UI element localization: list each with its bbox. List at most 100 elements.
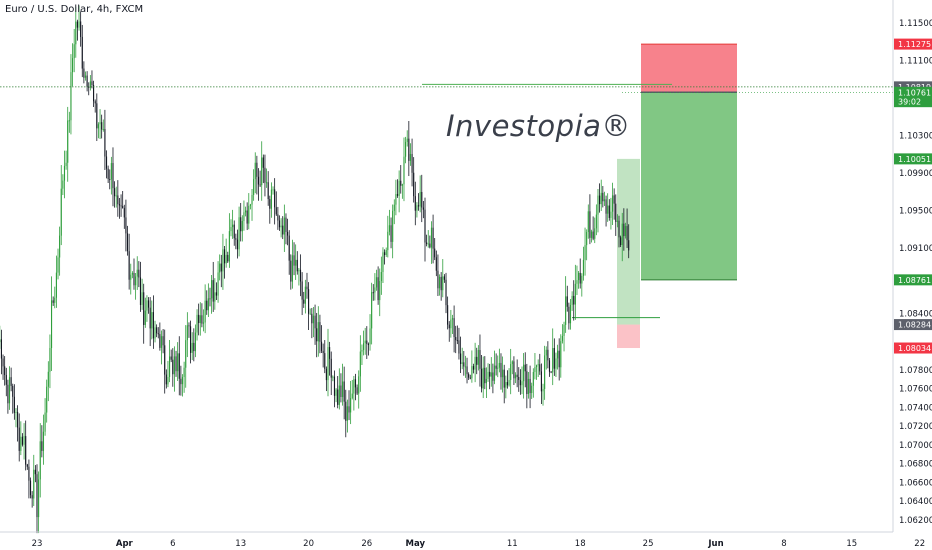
candle — [555, 352, 557, 377]
candle-body — [434, 248, 436, 258]
candle-body — [112, 163, 114, 189]
candle-body — [569, 304, 572, 324]
candle-body — [299, 269, 302, 282]
candle-body — [432, 227, 434, 249]
candle-body — [463, 362, 465, 367]
candle-body — [227, 254, 229, 262]
candle — [618, 215, 620, 248]
candle — [611, 182, 614, 226]
candle-body — [186, 325, 188, 341]
candle — [304, 279, 306, 314]
candle-body — [558, 350, 560, 368]
candle-body — [270, 189, 272, 209]
candle — [38, 471, 40, 534]
candle — [72, 43, 74, 87]
candle-body — [484, 367, 486, 384]
candle — [251, 188, 253, 221]
price-badge-bg — [894, 153, 932, 165]
x-tick-label-13: 22 — [914, 539, 925, 549]
candle — [130, 263, 132, 295]
candle-body — [18, 427, 20, 451]
candle — [447, 296, 449, 330]
candle-body — [599, 195, 601, 205]
candle — [215, 282, 218, 301]
candle — [233, 220, 235, 246]
candle-body — [316, 328, 318, 342]
candlestick-series — [0, 5, 630, 534]
candle — [534, 352, 536, 380]
candle-body — [293, 255, 295, 266]
candle-body — [23, 436, 25, 445]
candle-body — [107, 168, 109, 180]
candle-body — [97, 124, 99, 129]
candle — [230, 219, 232, 237]
candle — [456, 325, 458, 345]
candle — [599, 183, 601, 213]
candle — [594, 217, 596, 244]
candle-body — [162, 336, 164, 346]
candle — [42, 414, 45, 465]
candle-body — [243, 212, 245, 221]
candle-body — [151, 312, 153, 329]
horizontal-levels — [0, 83, 893, 93]
candle-body — [261, 157, 263, 186]
candle — [63, 150, 66, 199]
candle-body — [91, 81, 93, 86]
candle-body — [430, 227, 433, 248]
candle — [531, 382, 533, 399]
candle — [434, 238, 436, 261]
candle — [107, 165, 109, 184]
candle — [578, 271, 580, 289]
candle — [253, 169, 255, 201]
candle-body — [602, 192, 604, 202]
candle — [327, 328, 329, 397]
candle — [277, 206, 279, 230]
candle-body — [353, 379, 355, 394]
candle-body — [201, 315, 203, 324]
candle-body — [62, 180, 64, 189]
candle — [392, 204, 394, 259]
candle-body — [248, 205, 250, 224]
candle-body — [41, 441, 43, 451]
candle-body — [371, 292, 373, 329]
candle-body — [272, 189, 274, 191]
candle-body — [167, 376, 169, 385]
candle — [52, 296, 54, 306]
candle — [529, 365, 531, 409]
candle — [266, 168, 268, 188]
candle — [356, 384, 358, 396]
candle-body — [207, 298, 209, 311]
candle — [285, 213, 287, 245]
candle-body — [96, 103, 98, 129]
candle — [471, 350, 473, 383]
candle — [374, 273, 376, 301]
candle — [160, 330, 163, 365]
candle-body — [143, 292, 145, 325]
candle-body — [511, 361, 513, 365]
candle — [91, 70, 93, 89]
candle-body — [0, 339, 2, 359]
candle-body — [624, 226, 627, 237]
candle — [366, 326, 368, 359]
candle — [291, 239, 293, 289]
candle — [506, 370, 509, 389]
candle-body — [46, 386, 48, 413]
candle — [120, 194, 122, 217]
candle — [547, 341, 549, 369]
candle — [586, 229, 588, 261]
candle-body — [403, 156, 405, 185]
candle — [605, 195, 607, 227]
candle — [495, 353, 497, 376]
candle-body — [379, 281, 381, 301]
candle-body — [586, 232, 588, 246]
candle — [110, 156, 112, 195]
candle — [348, 390, 350, 421]
candle-body — [42, 431, 45, 451]
candle-body — [406, 138, 408, 142]
candle — [109, 169, 111, 190]
candle-body — [59, 235, 61, 258]
candle — [194, 324, 196, 358]
candle-body — [183, 367, 185, 377]
candle — [341, 363, 344, 406]
